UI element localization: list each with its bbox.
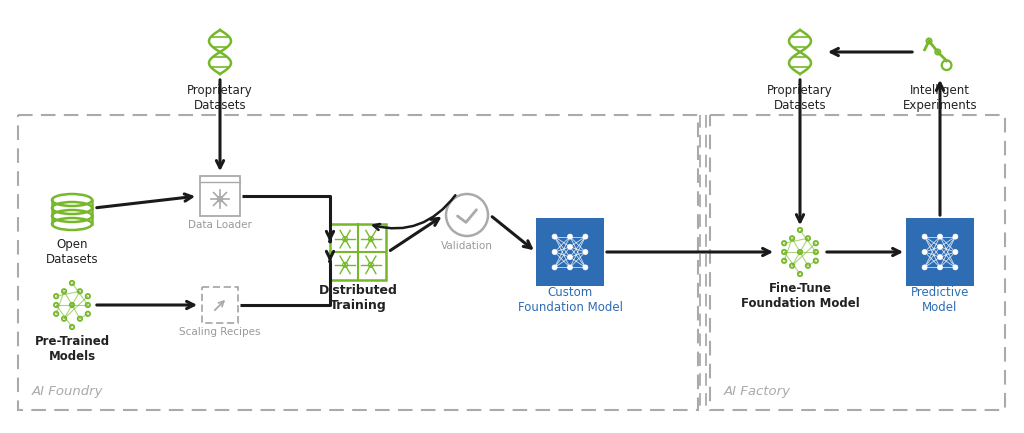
Circle shape bbox=[567, 265, 572, 270]
Circle shape bbox=[583, 249, 588, 255]
Circle shape bbox=[922, 265, 927, 270]
Text: Data Loader: Data Loader bbox=[188, 220, 252, 230]
Text: Predictive
Model: Predictive Model bbox=[910, 286, 969, 314]
Bar bbox=[202, 287, 238, 323]
Circle shape bbox=[583, 234, 588, 239]
Circle shape bbox=[938, 255, 942, 260]
Circle shape bbox=[552, 249, 557, 255]
Text: Scaling Recipes: Scaling Recipes bbox=[179, 327, 261, 337]
Text: Pre-Trained
Models: Pre-Trained Models bbox=[35, 335, 110, 363]
Circle shape bbox=[922, 234, 927, 239]
Text: Proprietary
Datasets: Proprietary Datasets bbox=[187, 84, 253, 112]
Circle shape bbox=[938, 244, 942, 249]
Circle shape bbox=[567, 255, 572, 260]
Text: AI Factory: AI Factory bbox=[724, 385, 791, 398]
Circle shape bbox=[552, 234, 557, 239]
Circle shape bbox=[953, 249, 957, 255]
Circle shape bbox=[922, 249, 927, 255]
FancyBboxPatch shape bbox=[200, 176, 240, 216]
Text: Validation: Validation bbox=[441, 241, 493, 251]
FancyBboxPatch shape bbox=[536, 218, 604, 286]
Text: Distributed
Training: Distributed Training bbox=[318, 284, 397, 312]
Bar bbox=[330, 224, 386, 280]
Circle shape bbox=[552, 265, 557, 270]
Text: Proprietary
Datasets: Proprietary Datasets bbox=[767, 84, 833, 112]
Circle shape bbox=[938, 265, 942, 270]
Circle shape bbox=[583, 265, 588, 270]
FancyBboxPatch shape bbox=[906, 218, 974, 286]
Text: AI Foundry: AI Foundry bbox=[32, 385, 103, 398]
Bar bbox=[710, 115, 1005, 410]
Bar bbox=[18, 115, 698, 410]
Text: Open
Datasets: Open Datasets bbox=[46, 238, 98, 266]
Text: Custom
Foundation Model: Custom Foundation Model bbox=[517, 286, 623, 314]
Text: Intelligent
Experiments: Intelligent Experiments bbox=[903, 84, 977, 112]
Circle shape bbox=[953, 234, 957, 239]
Circle shape bbox=[953, 265, 957, 270]
Circle shape bbox=[938, 234, 942, 239]
Circle shape bbox=[567, 234, 572, 239]
Text: Fine-Tune
Foundation Model: Fine-Tune Foundation Model bbox=[740, 282, 859, 310]
Circle shape bbox=[567, 244, 572, 249]
